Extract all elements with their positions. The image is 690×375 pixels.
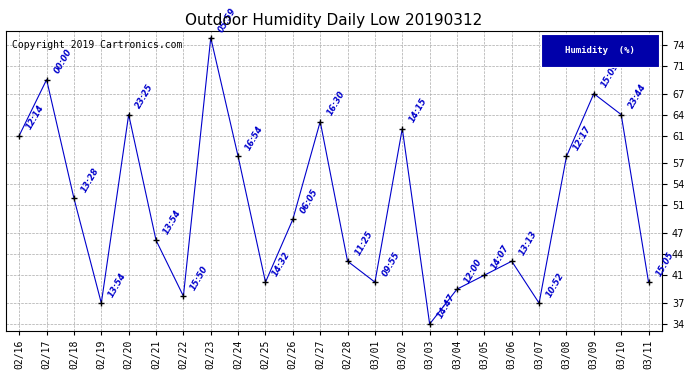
- Text: 05:59: 05:59: [217, 6, 237, 34]
- Text: Copyright 2019 Cartronics.com: Copyright 2019 Cartronics.com: [12, 40, 182, 50]
- Text: 14:07: 14:07: [490, 243, 511, 271]
- Text: 13:54: 13:54: [107, 271, 128, 299]
- Text: 16:30: 16:30: [326, 90, 347, 117]
- Text: 13:54: 13:54: [161, 209, 183, 236]
- Text: 00:00: 00:00: [52, 48, 73, 75]
- Text: 15:05: 15:05: [654, 250, 676, 278]
- Text: 15:50: 15:50: [189, 264, 210, 292]
- Text: 14:32: 14:32: [271, 250, 293, 278]
- Text: 12:14: 12:14: [25, 104, 46, 131]
- Text: 23:25: 23:25: [135, 82, 155, 110]
- Text: 12:17: 12:17: [572, 124, 593, 152]
- Text: 09:55: 09:55: [380, 250, 402, 278]
- Text: 06:05: 06:05: [298, 188, 319, 215]
- Text: 23:44: 23:44: [627, 82, 648, 110]
- Text: 13:13: 13:13: [518, 229, 538, 257]
- Text: 12:00: 12:00: [462, 257, 484, 285]
- Text: 14:47: 14:47: [435, 292, 457, 320]
- Title: Outdoor Humidity Daily Low 20190312: Outdoor Humidity Daily Low 20190312: [185, 13, 482, 28]
- Text: 10:52: 10:52: [544, 271, 566, 299]
- Text: 14:15: 14:15: [408, 97, 429, 124]
- Text: 16:54: 16:54: [244, 124, 265, 152]
- Text: 11:25: 11:25: [353, 229, 375, 257]
- Text: 13:28: 13:28: [79, 166, 101, 194]
- Text: 15:09: 15:09: [600, 62, 620, 90]
